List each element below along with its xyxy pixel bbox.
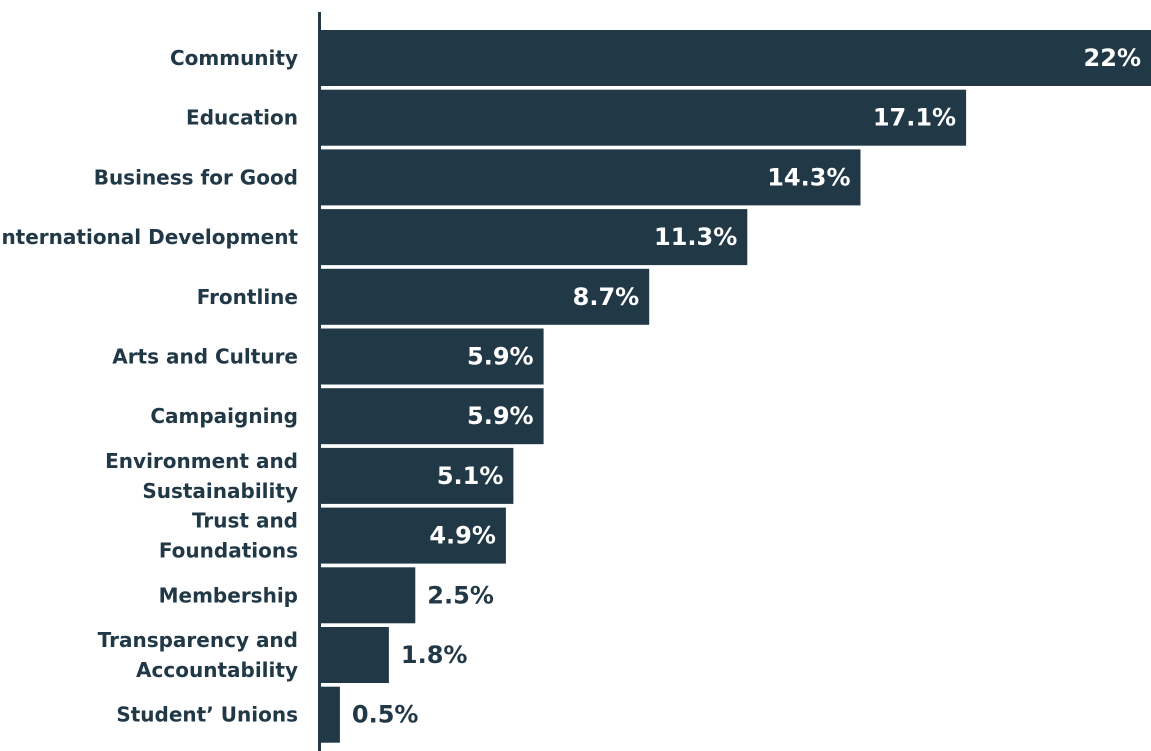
bar: [321, 507, 506, 564]
bar: [321, 388, 544, 445]
category-label: Environment and Sustainability: [105, 449, 298, 503]
bar: [321, 209, 748, 266]
value-label: 17.1%: [873, 104, 956, 132]
value-label: 11.3%: [654, 223, 737, 251]
category-label: International Development: [0, 225, 298, 249]
category-label: Student’ Unions: [116, 703, 298, 727]
category-label: Community: [170, 46, 298, 70]
category-label: Trust and Foundations: [159, 509, 298, 563]
value-label: 22%: [1084, 44, 1141, 72]
bar: [321, 268, 650, 325]
value-label: 1.8%: [401, 641, 468, 669]
category-label: Arts and Culture: [112, 345, 298, 369]
category-label: Business for Good: [94, 165, 298, 189]
category-label: Frontline: [197, 285, 298, 309]
value-label: 14.3%: [767, 163, 850, 191]
category-label: Membership: [159, 583, 298, 607]
bars-group: [321, 30, 1151, 743]
value-label: 5.9%: [467, 402, 534, 430]
bar: [321, 149, 861, 206]
bar: [321, 447, 514, 504]
category-labels-group: Community Education Business for Good Inter…: [0, 46, 298, 727]
value-label: 8.7%: [573, 283, 640, 311]
value-labels-group: 22% 17.1% 14.3% 11.3% 8.7% 5.9% 5.9% 5.1% 4.9% 2.…: [352, 44, 1141, 729]
category-label: Campaigning: [150, 404, 298, 428]
category-label: Transparency and Accountability: [98, 628, 298, 682]
bar: [321, 89, 967, 146]
bar: [321, 30, 1151, 86]
value-label: 4.9%: [429, 522, 496, 550]
value-label: 0.5%: [352, 701, 419, 729]
value-label: 2.5%: [427, 581, 494, 609]
bar: [321, 328, 544, 385]
value-label: 5.1%: [437, 462, 504, 490]
value-label: 5.9%: [467, 343, 534, 371]
bar: [321, 567, 416, 624]
bar: [321, 686, 340, 743]
bar: [321, 627, 389, 683]
category-label: Education: [186, 106, 298, 130]
